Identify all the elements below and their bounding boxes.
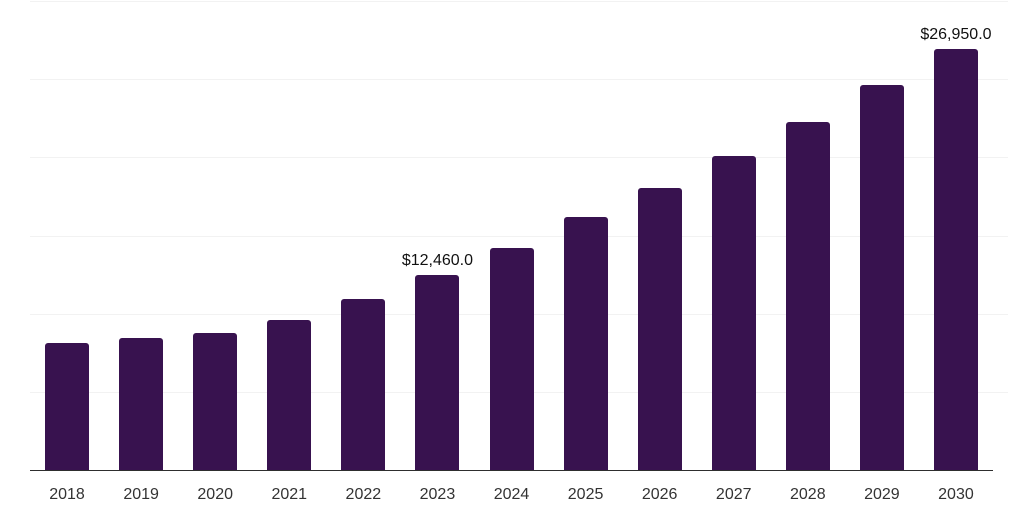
bar-2020	[193, 333, 238, 470]
value-label-2023: $12,460.0	[401, 252, 474, 269]
bar-2029	[859, 85, 904, 470]
bar-2018	[45, 343, 90, 470]
x-tick-label-2022: 2022	[345, 486, 382, 503]
x-tick-label-2025: 2025	[567, 486, 604, 503]
value-label-2030: $26,950.0	[920, 26, 992, 43]
x-tick-label-2026: 2026	[641, 486, 678, 503]
x-tick-label-2029: 2029	[864, 486, 900, 503]
x-tick-label-2021: 2021	[271, 486, 308, 503]
bar-2021	[267, 320, 312, 470]
bar-2019	[119, 338, 164, 470]
bar-2028	[785, 122, 830, 470]
x-tick-label-2023: 2023	[419, 486, 456, 503]
bar-2026	[637, 188, 682, 470]
bar-2022	[341, 299, 386, 470]
x-tick-label-2019: 2019	[123, 486, 159, 503]
bar-2027	[711, 156, 756, 470]
bar-2023	[415, 275, 460, 470]
x-axis-line	[30, 470, 993, 471]
x-tick-label-2028: 2028	[790, 486, 826, 503]
x-tick-label-2027: 2027	[715, 486, 752, 503]
x-tick-label-2030: 2030	[938, 486, 974, 503]
gridline-30000	[30, 1, 1008, 2]
bar-2024	[489, 248, 534, 470]
gridline-25000	[30, 79, 1008, 81]
gridline-15000	[30, 235, 1008, 237]
bar-2030	[933, 49, 978, 470]
x-tick-label-2024: 2024	[493, 486, 530, 503]
x-tick-label-2018: 2018	[49, 486, 85, 503]
gridline-20000	[30, 157, 1008, 159]
x-tick-label-2020: 2020	[197, 486, 233, 503]
bar-2025	[563, 217, 608, 470]
